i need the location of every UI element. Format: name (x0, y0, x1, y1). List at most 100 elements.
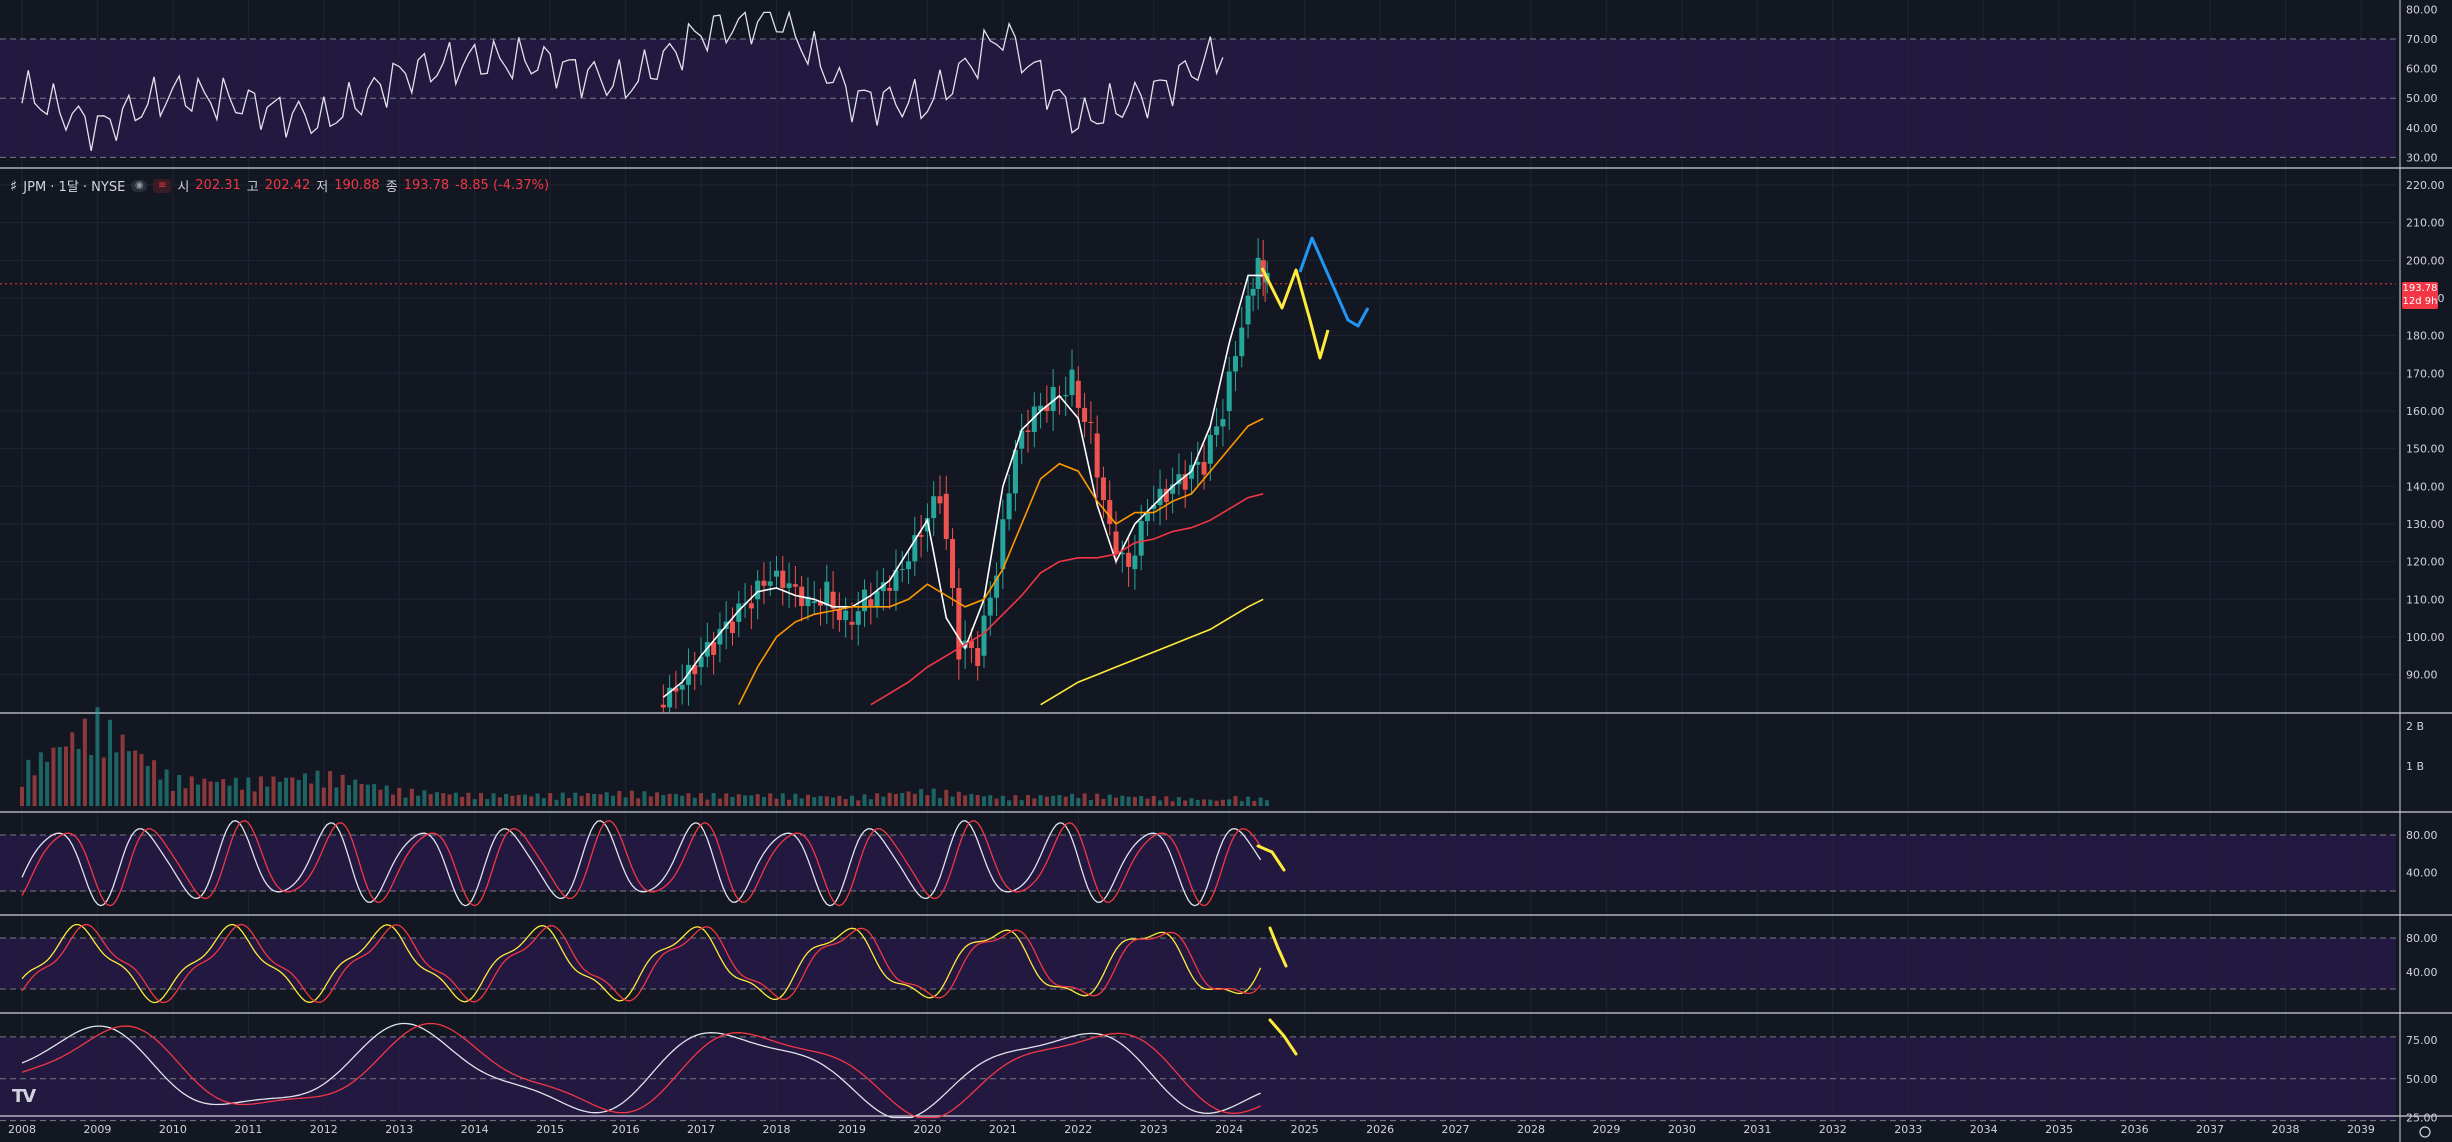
volume-bar (711, 793, 716, 806)
volume-bar (1019, 800, 1024, 806)
candle-body (981, 615, 987, 656)
volume-bar (988, 795, 993, 806)
x-tick-label: 2016 (612, 1123, 640, 1136)
volume-bar (1220, 799, 1225, 806)
volume-bar (529, 796, 534, 806)
volume-bar (862, 794, 867, 806)
symbol-title[interactable]: JPM · 1달 · NYSE (23, 180, 126, 195)
visibility-eye-icon[interactable]: ◉ (131, 179, 148, 192)
volume-bar (1114, 797, 1119, 806)
volume-bar (692, 797, 697, 806)
volume-bar (824, 796, 829, 806)
x-tick-label: 2022 (1064, 1123, 1092, 1136)
candle-body (767, 581, 773, 586)
volume-bar (611, 795, 616, 806)
volume-bar (1070, 793, 1075, 806)
volume-bar (799, 798, 804, 806)
candle-body (906, 561, 912, 570)
candle-body (1019, 430, 1025, 449)
x-tick-label: 2030 (1668, 1123, 1696, 1136)
volume-bar (510, 795, 515, 806)
volume-bar (57, 747, 62, 806)
rsi-band (0, 39, 2396, 158)
annotation-yellow-stoch2 (1268, 926, 1288, 968)
candle-body (1226, 371, 1232, 411)
volume-bar (1145, 798, 1150, 806)
close-value: 193.78 (403, 178, 450, 193)
candle-body (660, 704, 666, 708)
volume-bar (604, 792, 609, 806)
volume-bar (89, 755, 94, 806)
volume-bar (1252, 800, 1257, 806)
volume-bar (372, 784, 377, 806)
volume-bar (1101, 798, 1106, 806)
volume-bar (730, 796, 735, 806)
volume-bar (717, 798, 722, 806)
volume-bar (164, 769, 169, 806)
volume-bar (478, 793, 483, 806)
price-tick-label: 100.00 (2406, 631, 2445, 644)
volume-bar (969, 793, 974, 806)
volume-bar (749, 795, 754, 806)
x-tick-label: 2034 (1970, 1123, 1998, 1136)
oscillator-signal-line (21, 1022, 1261, 1119)
x-tick-label: 2039 (2347, 1123, 2375, 1136)
volume-bar (818, 795, 823, 806)
x-tick-label: 2013 (385, 1123, 413, 1136)
candle-body (1144, 512, 1150, 522)
candle-body (849, 621, 855, 625)
volume-bar (937, 798, 942, 806)
volume-bar (1000, 795, 1005, 806)
volume-bar (284, 777, 289, 806)
price-tick-label: 220.00 (2406, 179, 2445, 192)
volume-bar (108, 719, 113, 806)
x-tick-label: 2021 (989, 1123, 1017, 1136)
volume-bar (1107, 794, 1112, 806)
settings-pill-icon[interactable]: ≡ (153, 178, 172, 193)
volume-bar (931, 788, 936, 806)
candle-body (1094, 433, 1100, 478)
candle-body (1107, 500, 1113, 525)
candle-body (711, 642, 717, 655)
volume-bar (661, 794, 666, 806)
x-tick-label: 2014 (461, 1123, 489, 1136)
volume-bar (623, 797, 628, 806)
volume-bar (1202, 799, 1207, 806)
volume-bar (1189, 798, 1194, 806)
volume-bar (309, 783, 314, 806)
volume-bar (856, 800, 861, 806)
volume-bar (548, 793, 553, 806)
rsi-tick-label: 60.00 (2406, 63, 2438, 76)
volume-bar (447, 794, 452, 806)
volume-bar (1132, 797, 1137, 806)
volume-bar (491, 793, 496, 806)
x-tick-label: 2027 (1442, 1123, 1470, 1136)
x-tick-label: 2020 (913, 1123, 941, 1136)
price-tick-label: 110.00 (2406, 593, 2445, 606)
volume-bar (541, 798, 546, 806)
volume-bar (240, 789, 245, 806)
volume-bar (673, 793, 678, 806)
candle-body (1163, 488, 1169, 503)
volume-bar (277, 781, 282, 806)
volume-bar (246, 777, 251, 806)
candle-body (780, 570, 786, 588)
price-tick-label: 140.00 (2406, 480, 2445, 493)
candle-body (667, 687, 673, 708)
volume-bar (705, 799, 710, 806)
volume-bar (875, 793, 880, 806)
candle-body (950, 539, 956, 588)
candle-body (818, 601, 824, 606)
candle-body (1063, 395, 1069, 397)
volume-bar (334, 787, 339, 806)
volume-bar (114, 752, 119, 806)
candle-body (786, 583, 792, 588)
volume-bar (296, 780, 301, 806)
price-tick-label: 120.00 (2406, 556, 2445, 569)
volume-bar (321, 787, 326, 806)
volume-bar (919, 789, 924, 806)
volume-bar (485, 799, 490, 806)
stochastic_1-d-line (21, 820, 1262, 907)
